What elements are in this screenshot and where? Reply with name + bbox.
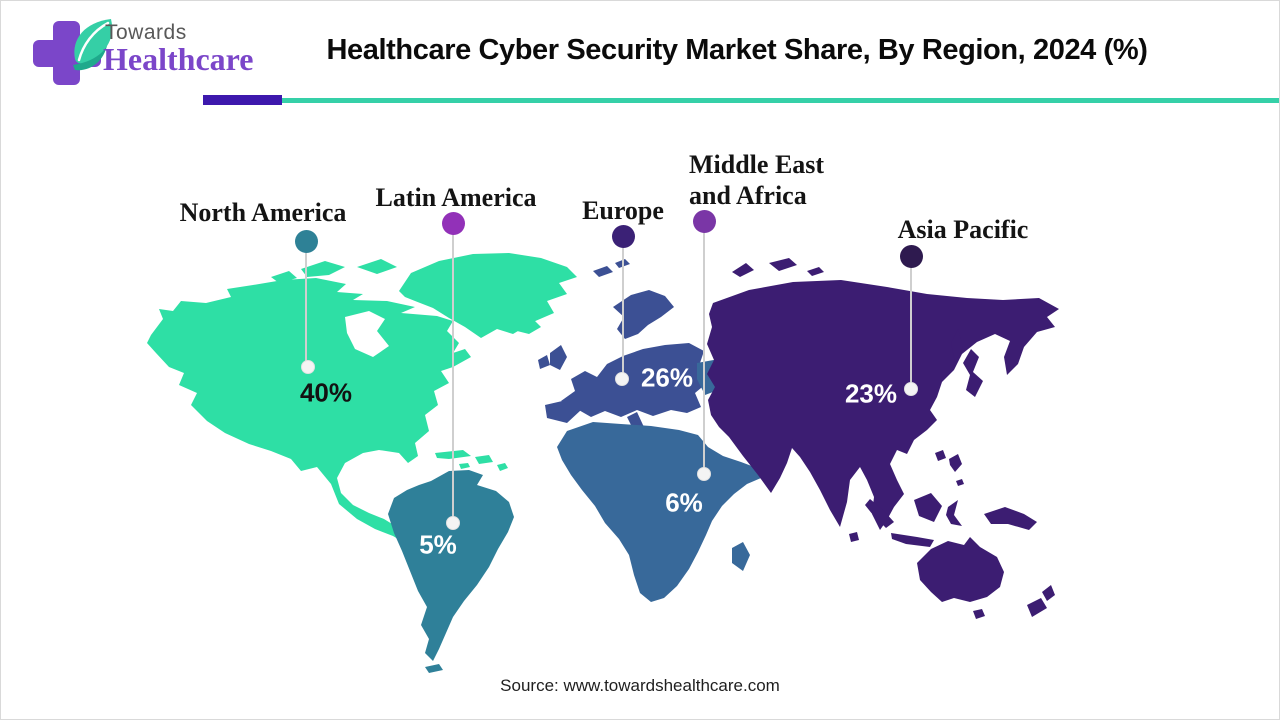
leader-endpoint	[697, 467, 711, 481]
region-marker-dot	[442, 212, 465, 235]
divider-teal-line	[282, 98, 1279, 103]
region-value: 40%	[299, 377, 353, 408]
leader-line	[305, 241, 307, 367]
region-value: 26%	[640, 362, 694, 393]
brand-name-top: Towards	[105, 21, 187, 44]
divider-purple-bar	[203, 95, 282, 105]
map-north-america	[147, 253, 577, 545]
page-title: Healthcare Cyber Security Market Share, …	[326, 34, 1148, 66]
leader-line	[910, 256, 912, 389]
brand-name-bottom: Healthcare	[103, 41, 254, 77]
leader-endpoint	[904, 382, 918, 396]
leaf-icon	[73, 19, 113, 71]
region-marker-dot	[693, 210, 716, 233]
region-value: 5%	[419, 529, 457, 560]
region-label: Middle East and Africa	[689, 149, 909, 211]
leader-endpoint	[615, 372, 629, 386]
leader-line	[452, 223, 454, 523]
region-label: Asia Pacific	[897, 215, 1029, 244]
region-marker-dot	[612, 225, 635, 248]
region-marker-dot	[295, 230, 318, 253]
region-label-line2: and Africa	[689, 181, 807, 210]
map-south-america	[388, 470, 514, 673]
region-value: 23%	[844, 378, 898, 409]
leader-endpoint	[446, 516, 460, 530]
leader-endpoint	[301, 360, 315, 374]
region-label-line1: Middle East	[689, 150, 825, 179]
region-label: North America	[179, 198, 347, 227]
region-label: Europe	[582, 196, 664, 225]
leader-line	[622, 236, 624, 379]
brand-logo	[33, 19, 113, 85]
map-asia-pacific	[707, 258, 1059, 619]
region-label: Latin America	[375, 183, 537, 212]
region-value: 6%	[665, 487, 703, 518]
map-europe	[538, 259, 707, 444]
source-text: Source: www.towardshealthcare.com	[500, 676, 780, 695]
region-marker-dot	[900, 245, 923, 268]
leader-line	[703, 221, 705, 474]
